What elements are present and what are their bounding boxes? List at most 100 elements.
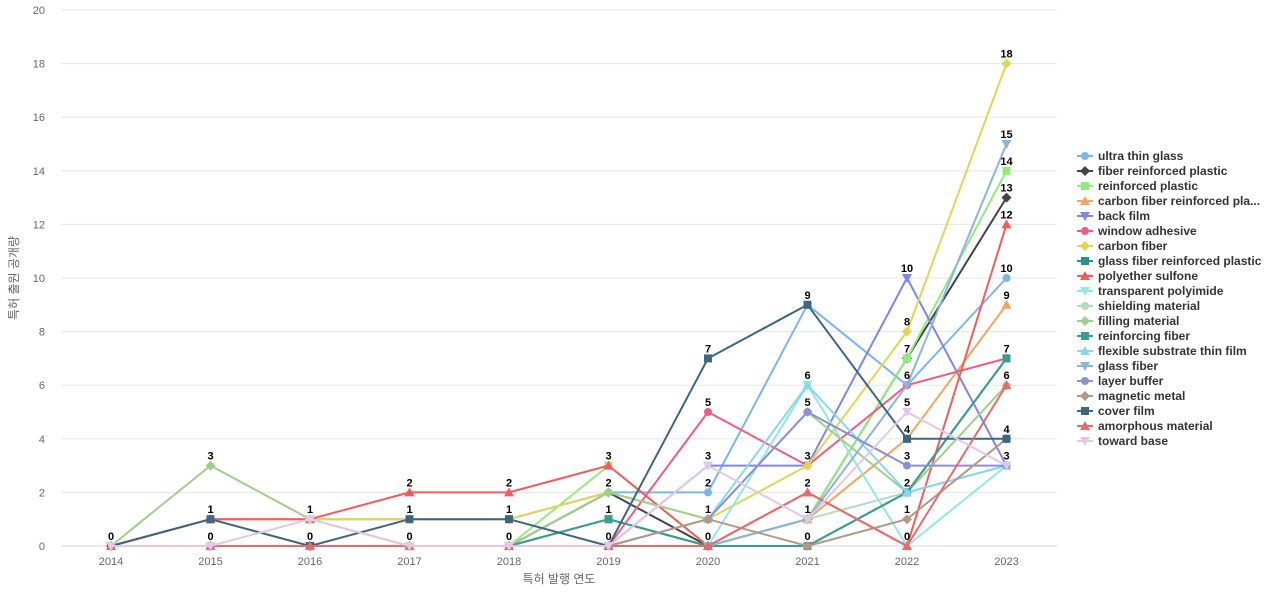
legend-marker [1081, 332, 1089, 340]
legend-item[interactable]: layer buffer [1077, 374, 1164, 388]
legend-item[interactable]: shielding material [1077, 299, 1200, 313]
legend-label: shielding material [1098, 299, 1200, 313]
data-point [1001, 219, 1012, 229]
y-tick-label: 16 [33, 112, 45, 124]
data-label: 6 [804, 370, 810, 382]
legend-marker [1080, 437, 1090, 446]
legend-marker [1080, 287, 1090, 296]
legend-label: cover film [1098, 404, 1155, 418]
data-label: 0 [207, 531, 213, 543]
y-tick-label: 14 [33, 166, 45, 178]
data-point [603, 460, 614, 470]
data-label: 1 [804, 504, 810, 516]
legend-item[interactable]: carbon fiber [1077, 239, 1168, 253]
legend-marker [1080, 346, 1090, 355]
legend-marker [1080, 241, 1090, 251]
data-point [205, 460, 216, 471]
series-11 [106, 380, 1012, 551]
series [106, 58, 1012, 551]
data-point [902, 326, 912, 337]
data-point [902, 541, 912, 550]
data-label: 2 [506, 477, 512, 489]
legend-item[interactable]: amorphous material [1077, 419, 1213, 433]
data-label: 9 [804, 290, 810, 302]
legend-marker [1080, 212, 1090, 221]
x-tick-label: 2017 [397, 556, 421, 568]
legend-marker [1080, 196, 1090, 205]
data-label: 1 [207, 504, 213, 516]
legend-marker [1081, 182, 1089, 190]
data-label: 1 [506, 504, 512, 516]
data-label: 2 [904, 477, 910, 489]
data-label: 7 [705, 343, 711, 355]
data-label: 18 [1000, 49, 1012, 61]
data-point [1001, 299, 1012, 309]
data-point [704, 354, 712, 363]
data-label: 0 [804, 531, 810, 543]
data-label: 1 [406, 504, 412, 516]
x-axis-title: 특허 발행 연도 [523, 571, 596, 586]
data-label: 4 [904, 424, 911, 436]
data-label: 0 [506, 531, 512, 543]
legend-label: transparent polyimide [1098, 284, 1224, 298]
legend-item[interactable]: reinforced plastic [1077, 179, 1198, 193]
data-point [504, 542, 514, 551]
legend-item[interactable]: polyether sulfone [1077, 269, 1198, 283]
data-label: 5 [705, 397, 711, 409]
data-label: 1 [605, 504, 611, 516]
legend-item[interactable]: glass fiber [1077, 359, 1158, 373]
legend-item[interactable]: transparent polyimide [1077, 284, 1224, 298]
legend-item[interactable]: toward base [1077, 434, 1168, 448]
legend-marker [1080, 316, 1090, 326]
data-label: 3 [705, 451, 711, 463]
data-label: 2 [804, 477, 810, 489]
y-tick-label: 20 [33, 5, 45, 17]
data-label: 14 [1000, 156, 1013, 168]
data-point [106, 542, 116, 551]
data-point [703, 541, 713, 550]
legend-item[interactable]: magnetic metal [1077, 389, 1185, 403]
legend-label: flexible substrate thin film [1098, 344, 1247, 358]
data-point [504, 487, 514, 497]
legend-item[interactable]: ultra thin glass [1077, 149, 1184, 163]
series-line [110, 384, 1008, 547]
series-line [110, 303, 1007, 547]
data-point [704, 488, 712, 497]
legend-label: carbon fiber reinforced pla... [1098, 194, 1260, 208]
legend-item[interactable]: reinforcing fiber [1077, 329, 1190, 343]
data-point [903, 354, 911, 363]
data-label: 3 [904, 451, 910, 463]
legend-label: fiber reinforced plastic [1098, 164, 1228, 178]
legend-marker [1081, 152, 1089, 160]
series-line [111, 357, 1007, 547]
y-tick-label: 10 [33, 273, 45, 285]
data-point [903, 434, 911, 443]
legend-item[interactable]: back film [1077, 209, 1150, 223]
legend-marker [1080, 421, 1090, 430]
data-point [902, 381, 912, 391]
legend-item[interactable]: cover film [1077, 404, 1155, 418]
data-label: 0 [406, 531, 412, 543]
legend-marker [1081, 407, 1089, 415]
data-label: 9 [1003, 290, 1009, 302]
legend-item[interactable]: flexible substrate thin film [1077, 344, 1247, 358]
legend-item[interactable]: carbon fiber reinforced pla... [1077, 194, 1260, 208]
data-label: 6 [904, 370, 910, 382]
data-label: 0 [605, 531, 611, 543]
data-point [802, 487, 813, 497]
legend-item[interactable]: filling material [1077, 314, 1179, 328]
data-point [205, 542, 216, 551]
legend-label: magnetic metal [1098, 389, 1185, 403]
legend-item[interactable]: window adhesive [1077, 224, 1197, 238]
x-tick-label: 2022 [895, 556, 919, 568]
legend-item[interactable]: fiber reinforced plastic [1077, 164, 1228, 178]
data-label: 12 [1000, 209, 1012, 221]
data-point [1001, 58, 1012, 69]
data-point [704, 408, 712, 416]
x-axis-ticks: 2014 2015 2016 2017 2018 2019 2020 2021 2022 2023 [99, 556, 1019, 568]
legend-item[interactable]: glass fiber reinforced plastic [1077, 254, 1262, 268]
data-point [802, 460, 813, 471]
